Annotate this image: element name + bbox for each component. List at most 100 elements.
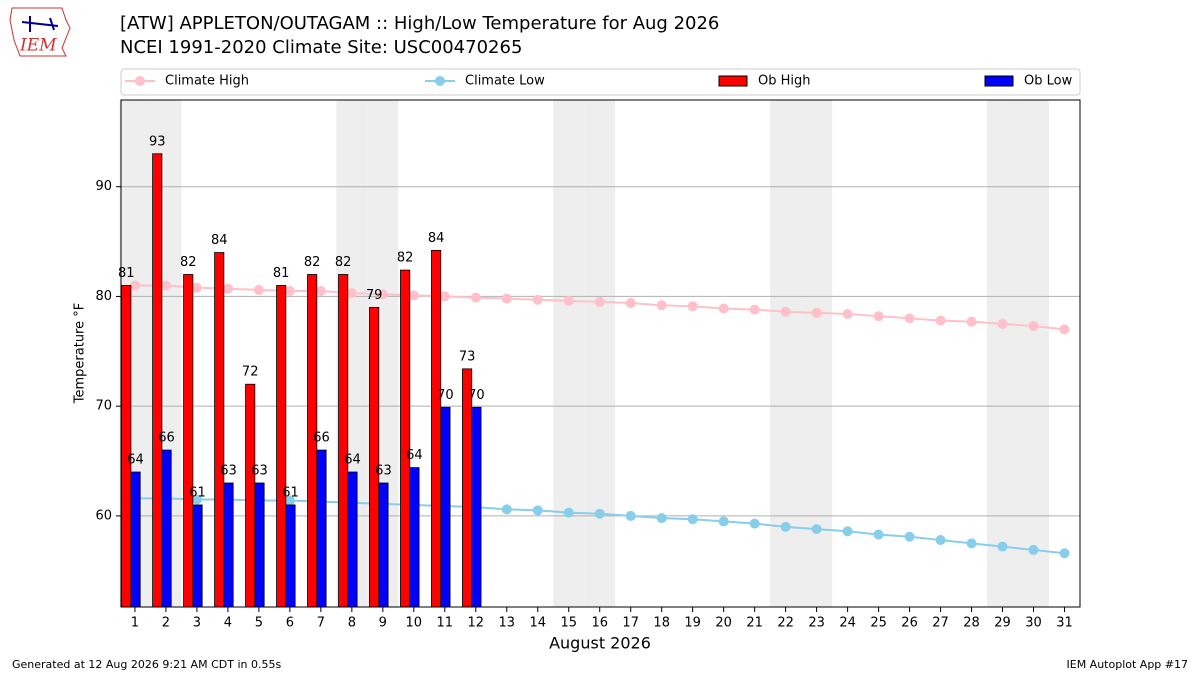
point [687,514,698,525]
bar [440,406,451,608]
data-label: 72 [242,365,259,380]
point [935,535,946,546]
data-label: 81 [273,266,290,281]
x-tick-label: 15 [560,616,577,631]
x-tick-label: 17 [622,616,639,631]
weekend-band [801,100,833,607]
x-tick-label: 27 [932,616,949,631]
point [842,308,853,319]
data-label: 79 [366,288,383,303]
legend-box [120,68,1081,96]
bar [192,504,203,608]
x-tick-label: 31 [1056,616,1073,631]
point [1059,324,1070,335]
plot-frame [120,99,1081,608]
legend-label: Ob High [758,74,811,89]
point [532,294,543,305]
y-tick-label: 80 [95,289,112,304]
data-label: 66 [313,431,330,446]
point [594,508,605,519]
point [687,301,698,312]
x-tick-label: 8 [348,616,356,631]
data-label: 64 [344,453,361,468]
x-tick-label: 6 [286,616,294,631]
point [1028,321,1039,332]
x-tick-label: 18 [653,616,670,631]
x-axis-label: August 2026 [549,634,651,653]
point [160,280,171,291]
data-label: 63 [251,463,268,478]
data-label: 82 [304,255,321,270]
x-tick-label: 13 [498,616,515,631]
data-label: 81 [118,266,135,281]
bar [214,252,225,608]
data-label: 84 [428,231,445,246]
x-tick-label: 9 [379,616,387,631]
x-tick-label: 5 [255,616,263,631]
x-tick-label: 12 [468,616,485,631]
point [377,289,388,300]
x-tick-label: 22 [777,616,794,631]
legend-marker [435,76,445,86]
legend-label: Ob Low [1024,74,1073,89]
point [222,283,233,294]
data-label: 70 [468,388,485,403]
x-tick-label: 14 [529,616,546,631]
point [904,531,915,542]
data-label: 63 [375,463,392,478]
bar [316,449,327,608]
point [563,295,574,306]
point [346,288,357,299]
bar [130,471,141,608]
x-tick-label: 25 [870,616,887,631]
point [842,526,853,537]
point [563,507,574,518]
weekend-band [584,100,616,607]
x-tick-label: 3 [193,616,201,631]
chart-subtitle: NCEI 1991-2020 Climate Site: USC00470265 [120,37,522,58]
point [532,505,543,516]
y-axis-label: Temperature °F [73,303,88,404]
point [594,296,605,307]
data-label: 61 [189,485,206,500]
weekend-band [553,100,585,607]
point [191,282,202,293]
bar [276,285,287,608]
point [501,504,512,515]
point [997,318,1008,329]
point [284,495,295,506]
point [625,298,636,309]
bar [183,274,194,608]
point [780,306,791,317]
legend-label: Climate High [165,74,249,89]
x-tick-label: 16 [591,616,608,631]
point [718,516,729,527]
chart-title: [ATW] APPLETON/OUTAGAM :: High/Low Tempe… [120,13,719,34]
bar [121,285,132,608]
x-tick-label: 11 [437,616,454,631]
bar [338,274,349,608]
point [966,538,977,549]
point [873,311,884,322]
data-label: 93 [149,134,166,149]
point [1028,544,1039,555]
plot: 81 93 82 84 72 81 82 82 79 82 84 73 64 66 61 63 63 61 66 64… [118,134,1070,608]
point [501,293,512,304]
weekend-band [1018,100,1050,607]
legend-swatch [718,75,748,87]
x-tick-label: 2 [162,616,170,631]
bar [431,249,442,608]
footer-right: IEM Autoplot App #17 [1067,658,1189,671]
x-tick-label: 26 [901,616,918,631]
point [997,541,1008,552]
bar [245,383,256,608]
footer-left: Generated at 12 Aug 2026 9:21 AM CDT in … [12,658,281,671]
legend-label: Climate Low [465,74,545,89]
point [656,513,667,524]
point [625,510,636,521]
x-tick-label: 23 [808,616,825,631]
point [749,304,760,315]
bar [400,269,411,608]
point [718,303,729,314]
